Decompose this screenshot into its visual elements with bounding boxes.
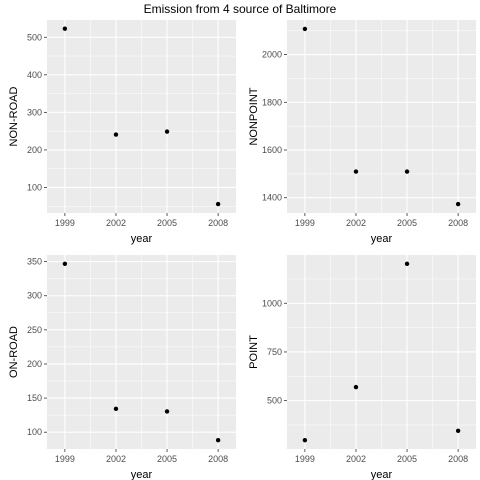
data-point [353,384,359,390]
y-tick-label: 750 [267,347,282,357]
x-tick-label: 2002 [106,454,126,464]
x-tick-label: 1999 [55,454,75,464]
y-tick-label: 300 [27,107,42,117]
panel-4: 500 750 1000 1999 2002 2005 2008 year POINT [248,255,476,480]
x-tick-label: 2002 [106,218,126,228]
x-tick-label: 2005 [157,218,177,228]
data-point [215,437,221,443]
data-point [62,26,68,31]
x-axis-label: year [371,469,393,480]
y-tick-label: 1400 [262,193,282,203]
figure-title: Emission from 4 source of Baltimore [144,2,337,16]
y-tick-label: 400 [27,70,42,80]
data-point [302,26,308,32]
y-tick-label: 100 [27,427,42,437]
data-point [455,428,461,434]
x-tick-label: 2005 [157,454,177,464]
data-point [164,129,170,134]
x-axis-label: year [131,233,153,245]
x-tick-label: 1999 [295,218,315,228]
y-tick-label: 200 [27,145,42,155]
data-point [62,261,68,267]
data-point [404,261,410,267]
x-tick-label: 1999 [295,454,315,464]
x-axis-label: year [131,469,153,480]
data-point [455,201,461,207]
x-tick-label: 2005 [397,218,417,228]
panel-2: 1400 1600 1800 2000 1999 2002 2005 2008 year NONP… [248,20,476,245]
y-tick-label: 100 [27,182,42,192]
data-point [113,406,119,412]
y-tick-label: 300 [27,291,42,301]
x-tick-label: 2008 [208,454,228,464]
data-point [215,201,221,207]
x-tick-label: 2008 [448,454,468,464]
y-tick-label: 1600 [262,145,282,155]
y-axis-label: NON-ROAD [8,87,20,147]
x-tick-label: 2002 [346,218,366,228]
y-tick-label: 500 [267,396,282,406]
panel-3: 100 150 200 250 300 350 1999 2002 2005 2008 year ON… [8,255,236,480]
y-tick-label: 250 [27,325,42,335]
x-tick-label: 2002 [346,454,366,464]
y-axis-label: NONPOINT [248,87,260,145]
y-tick-label: 1000 [262,298,282,308]
y-tick-label: 500 [27,32,42,42]
y-tick-label: 200 [27,359,42,369]
y-tick-label: 2000 [262,50,282,60]
y-axis-label: POINT [248,335,260,369]
panel-1: 100 200 300 400 500 1999 2002 2005 2008 year NON-R… [8,20,236,245]
y-tick-label: 150 [27,393,42,403]
x-tick-label: 2008 [448,218,468,228]
x-axis-label: year [371,233,393,245]
y-axis-label: ON-ROAD [8,326,20,378]
data-point [404,169,410,174]
data-point [113,132,119,137]
x-tick-label: 2008 [208,218,228,228]
data-point [302,437,308,443]
data-point [353,169,359,174]
data-point [164,409,170,414]
panels: 100 200 300 400 500 1999 2002 2005 2008 year NON-R… [8,20,476,480]
y-tick-label: 1800 [262,97,282,107]
x-tick-label: 1999 [55,218,75,228]
x-tick-label: 2005 [397,454,417,464]
y-tick-label: 350 [27,257,42,267]
